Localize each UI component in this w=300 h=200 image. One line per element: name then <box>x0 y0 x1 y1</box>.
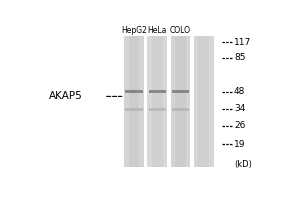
Text: HeLa: HeLa <box>148 26 167 35</box>
Text: 117: 117 <box>234 38 251 47</box>
Bar <box>129 36 140 167</box>
Bar <box>125 108 143 111</box>
Bar <box>148 108 166 111</box>
Text: 48: 48 <box>234 87 245 96</box>
Bar <box>198 36 209 167</box>
Text: 85: 85 <box>234 53 245 62</box>
Text: HepG2: HepG2 <box>121 26 147 35</box>
Bar <box>171 36 190 167</box>
Bar <box>194 36 214 167</box>
Bar <box>148 90 166 93</box>
Text: AKAP5: AKAP5 <box>49 91 82 101</box>
Text: 34: 34 <box>234 104 245 113</box>
Bar <box>175 36 186 167</box>
Bar <box>125 90 143 93</box>
Text: 19: 19 <box>234 140 245 149</box>
Text: (kD): (kD) <box>234 160 252 169</box>
Bar <box>172 90 189 93</box>
Text: COLO: COLO <box>170 26 191 35</box>
Bar <box>124 36 144 167</box>
Bar <box>147 36 167 167</box>
Bar <box>152 36 163 167</box>
Bar <box>172 108 189 111</box>
Text: 26: 26 <box>234 121 245 130</box>
